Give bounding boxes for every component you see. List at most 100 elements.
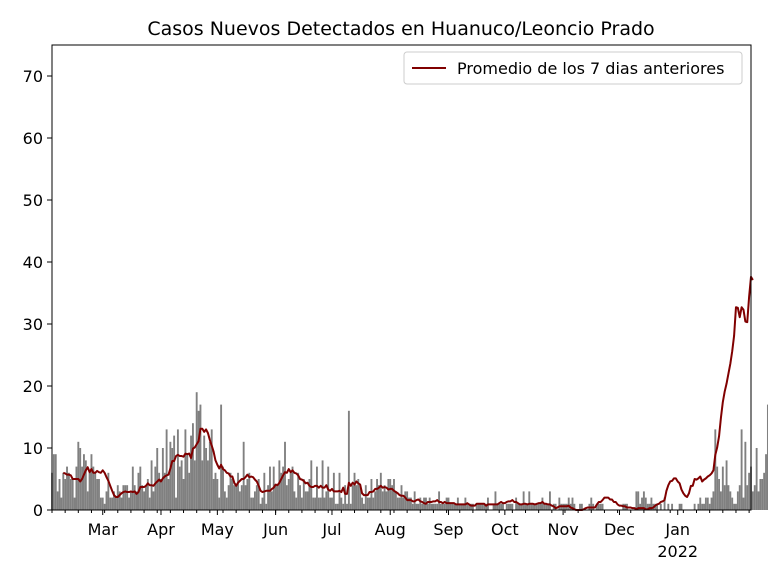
bar — [748, 472, 751, 510]
bar — [366, 497, 369, 510]
bar — [191, 423, 194, 510]
bar — [663, 497, 666, 510]
bar — [319, 497, 322, 510]
bar — [248, 472, 251, 510]
bar — [537, 503, 540, 510]
bar — [381, 491, 384, 510]
bar — [580, 503, 583, 510]
bar — [66, 466, 68, 510]
bar — [357, 479, 360, 510]
bar — [389, 479, 392, 510]
bar — [549, 491, 551, 510]
bar — [704, 497, 707, 510]
bar — [145, 485, 147, 510]
bar — [84, 460, 87, 510]
x-tick-label: Oct — [491, 520, 519, 539]
bar — [64, 479, 67, 510]
y-tick-label: 70 — [23, 67, 43, 86]
bar — [220, 404, 223, 510]
bar — [250, 497, 253, 510]
bar — [233, 485, 236, 510]
bar — [246, 479, 249, 510]
bar — [483, 503, 486, 510]
bar — [641, 497, 643, 510]
bar — [485, 503, 487, 510]
bar — [235, 485, 238, 510]
bar — [60, 497, 63, 510]
y-tick-label: 40 — [23, 253, 43, 272]
bar — [394, 491, 397, 510]
bar — [763, 472, 766, 510]
bar — [160, 479, 162, 510]
bar — [300, 497, 303, 510]
bar — [409, 497, 412, 510]
bar — [460, 503, 463, 510]
bar — [507, 503, 510, 510]
bar — [129, 491, 132, 510]
bar — [295, 497, 298, 510]
bar — [526, 503, 529, 510]
bar — [193, 460, 196, 510]
bar — [227, 485, 230, 510]
bar — [92, 466, 95, 510]
bar — [558, 497, 561, 510]
bar — [391, 485, 394, 510]
bar — [766, 404, 768, 510]
average-line-layer — [62, 275, 754, 511]
bar — [528, 491, 531, 510]
bar — [637, 491, 640, 510]
bar — [644, 497, 647, 510]
bar — [543, 503, 546, 510]
bar — [492, 503, 495, 510]
bar — [297, 472, 300, 510]
bar — [642, 491, 645, 510]
y-tick-label: 60 — [23, 129, 43, 148]
bar — [173, 435, 176, 510]
bar — [323, 497, 326, 510]
bar — [755, 448, 758, 510]
bar — [175, 497, 177, 510]
bar — [225, 497, 228, 510]
bar — [751, 491, 754, 510]
bar — [270, 491, 273, 510]
bar — [203, 435, 206, 510]
bar — [451, 503, 454, 510]
bar — [635, 491, 638, 510]
bar — [90, 454, 93, 510]
bar — [242, 441, 245, 510]
bar — [547, 503, 549, 510]
bar — [430, 503, 433, 510]
bar — [515, 497, 518, 510]
bar — [152, 491, 155, 510]
bar — [69, 479, 72, 510]
bar — [135, 491, 138, 510]
bar — [498, 503, 501, 510]
bar — [765, 454, 767, 510]
bar — [208, 441, 211, 510]
bar — [287, 479, 290, 510]
bar — [530, 503, 533, 510]
bar — [740, 429, 743, 510]
bar — [210, 429, 213, 510]
bar — [678, 503, 681, 510]
bar — [269, 466, 271, 510]
bar — [133, 485, 136, 510]
x-tick-label: Mar — [88, 520, 119, 539]
x-tick-label: Aug — [375, 520, 406, 539]
bar — [154, 466, 157, 510]
bar — [280, 472, 283, 510]
bar — [374, 491, 377, 510]
bar — [517, 503, 519, 510]
bar — [71, 479, 74, 510]
bar — [126, 485, 129, 510]
bar — [128, 497, 130, 510]
bar — [331, 497, 333, 510]
bar — [267, 485, 270, 510]
bar — [362, 503, 365, 510]
bar — [716, 466, 719, 510]
bar — [237, 472, 239, 510]
bar — [180, 460, 183, 510]
bar — [432, 503, 435, 510]
